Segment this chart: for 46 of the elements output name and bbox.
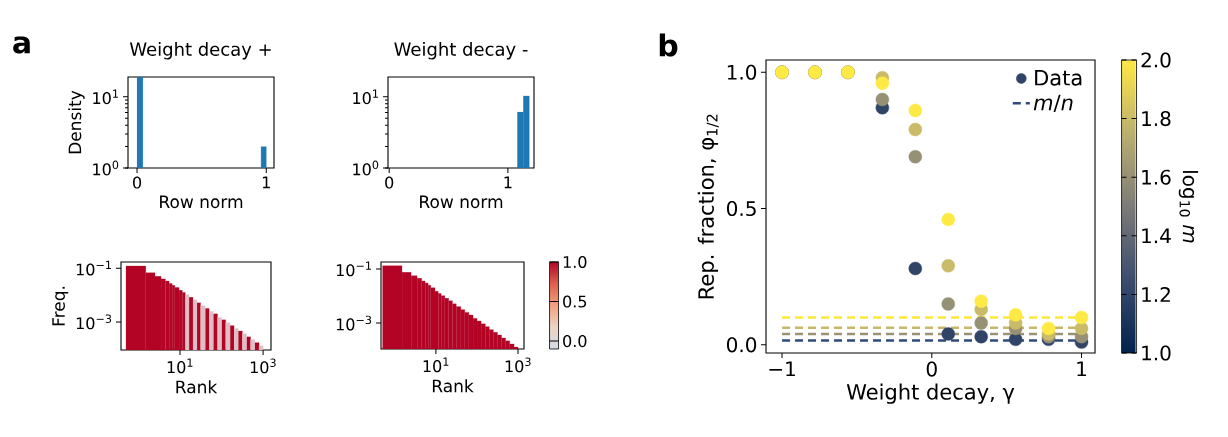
y-tick-label: 10$^{0}$ [93,160,119,176]
chart-title: Weight decay - [394,42,528,60]
x-axis-title: Rank [176,380,218,394]
y-tick-label: 10$^{−1}$ [336,261,371,277]
color-bar-label: 2.0 [1141,52,1171,68]
y-tick-label: 10$^{0}$ [353,160,379,176]
x-axis-title: Rank [432,379,474,393]
x-axis-title: Row norm [420,195,503,209]
y-tick-label: 0.5 [726,200,756,217]
x-tick-label: 10$^{1}$ [423,357,449,373]
color-bar-label: 1.0 [563,255,587,269]
legend-label: m/n [1033,94,1073,113]
y-tick-label: 10$^{1}$ [93,89,118,105]
y-axis-title: Freq. [52,286,69,326]
y-tick-label: 0.0 [726,337,757,353]
color-bar-label: 1.4 [1142,228,1171,244]
color-bar-title: log$_{10}$ m [1178,171,1199,243]
color-bar-label: 0.5 [563,295,587,308]
y-tick-label: 1.0 [727,64,757,80]
x-tick-label: 1 [504,176,512,189]
text: b [659,33,678,57]
y-tick-label: 10$^{−3}$ [76,314,112,330]
x-axis-title: Weight decay, γ [846,383,1015,404]
x-tick-label: 1 [1077,361,1087,377]
x-tick-label: 0 [385,176,394,189]
color-bar-label: 1.2 [1142,286,1170,302]
text: a [13,36,30,54]
color-bar-label: 1.8 [1142,111,1171,127]
y-tick-label: 10$^{1}$ [353,89,378,105]
x-tick-label: 10$^{3}$ [250,358,276,374]
color-bar-label: 1.0 [1142,345,1171,361]
x-tick-label: 0 [133,176,142,189]
x-axis-title: Row norm [160,195,243,209]
x-tick-label: 0 [926,361,937,377]
x-tick-label: −1 [769,361,795,377]
y-tick-label: 10$^{−3}$ [336,315,372,331]
y-tick-label: 10$^{−1}$ [76,260,111,276]
color-bar-label: 0.0 [563,335,587,348]
legend-label: Data [1035,70,1082,86]
color-bar-label: 1.6 [1142,169,1171,185]
chart-title: Weight decay + [129,42,271,60]
y-axis-title: Rep. fraction, φ$_{1/2}$ [697,114,719,299]
x-tick-label: 10$^{1}$ [167,358,193,374]
x-tick-label: 10$^{3}$ [505,357,531,373]
x-tick-label: 1 [262,176,270,189]
y-axis-title: Density [68,90,85,154]
